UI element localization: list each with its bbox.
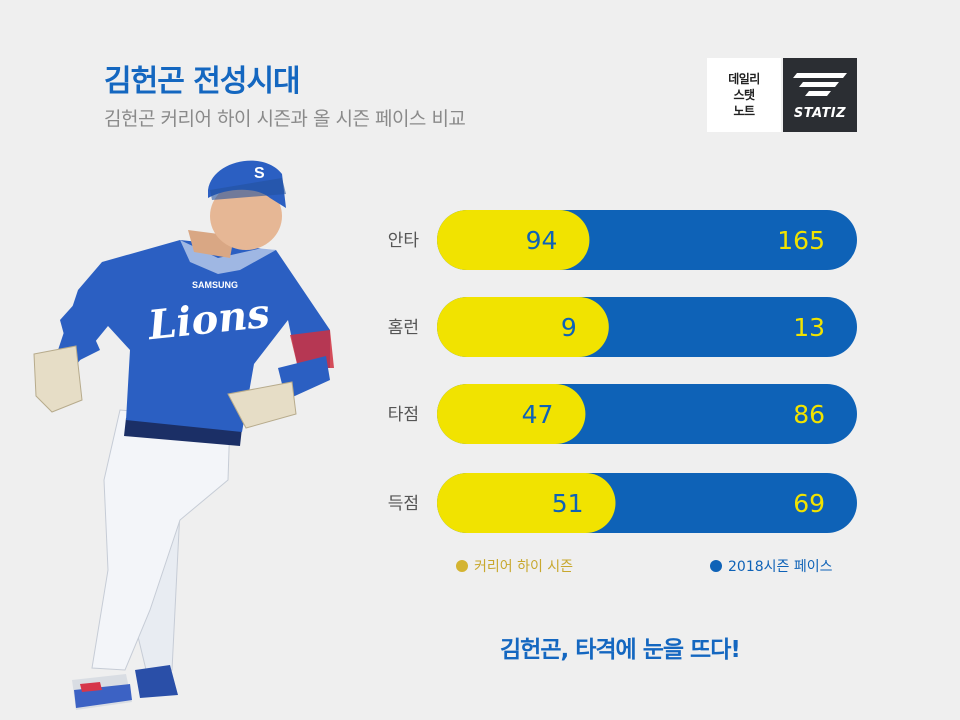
logo-line: 노트 [733, 104, 755, 118]
bar-career-high [437, 473, 616, 533]
daily-stat-note-logo: 데일리 스탯 노트 [707, 58, 781, 132]
pace-2018-value: 69 [793, 489, 825, 518]
career-high-value: 51 [552, 489, 584, 518]
logo-line: 데일리 [728, 72, 760, 86]
legend-pace-dot [710, 560, 722, 572]
helmet-text: S [254, 165, 265, 182]
statiz-logo: STATIZ [783, 58, 857, 132]
chest-text: SAMSUNG [192, 280, 238, 290]
page-subtitle: 김헌곤 커리어 하이 시즌과 올 시즌 페이스 비교 [104, 108, 466, 130]
career-high-value: 47 [522, 400, 554, 429]
legend-career-label: 커리어 하이 시즌 [474, 559, 574, 575]
career-high-value: 94 [526, 226, 558, 255]
tagline: 김헌곤, 타격에 눈을 뜨다! [500, 637, 741, 663]
legend-pace-label: 2018시즌 페이스 [728, 559, 833, 575]
legend-career-dot [456, 560, 468, 572]
page-title: 김헌곤 전성시대 [104, 64, 301, 99]
category-label: 득점 [388, 494, 419, 514]
statiz-brand-text: STATIZ [793, 106, 847, 121]
category-label: 안타 [388, 231, 420, 251]
bar-career-high [437, 297, 609, 357]
category-label: 타점 [388, 405, 419, 425]
legend-career-high: 커리어 하이 시즌 [456, 556, 573, 576]
category-label: 홈런 [388, 318, 419, 338]
player-photo: SAMSUNG Lions S [33, 160, 334, 710]
pace-2018-value: 165 [777, 226, 825, 255]
legend-pace-2018: 2018시즌 페이스 [710, 556, 832, 576]
pace-2018-value: 13 [793, 313, 825, 342]
statiz-stripes-icon [793, 73, 847, 96]
career-high-value: 9 [561, 313, 577, 342]
logo-group: 데일리 스탯 노트 STATIZ [707, 58, 857, 132]
logo-line: 스탯 [733, 88, 755, 102]
pace-2018-value: 86 [793, 400, 825, 429]
bar-career-high [437, 210, 590, 270]
bar-career-high [437, 384, 586, 444]
